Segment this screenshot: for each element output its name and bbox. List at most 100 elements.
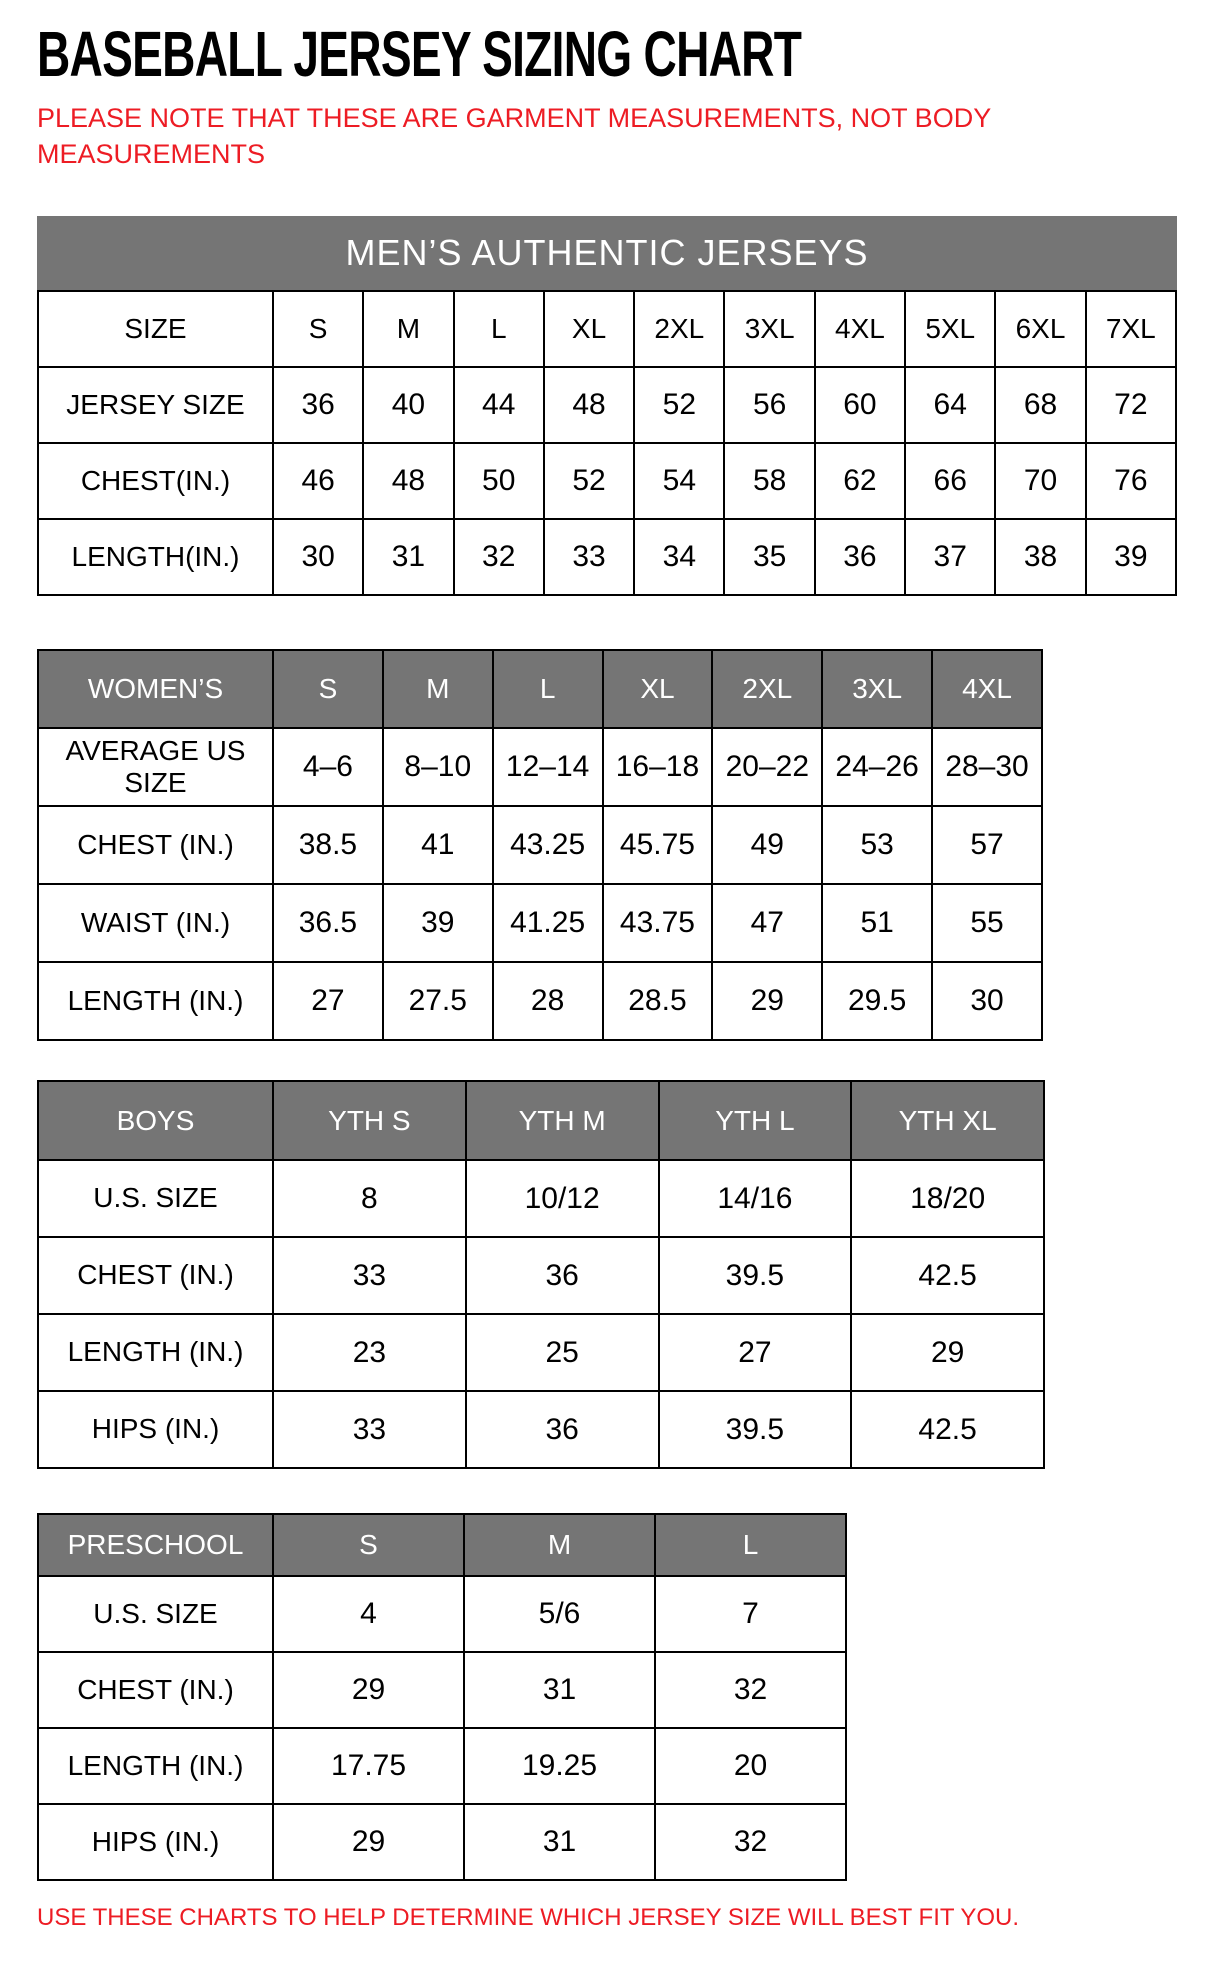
boys-value-cell: 10/12 xyxy=(464,1159,660,1238)
boys-table-section: BOYS YTH S YTH M YTH L YTH XL U.S. SIZE 8 10/12… xyxy=(37,1080,1045,1469)
preschool-row-label-cell: U.S. SIZE xyxy=(37,1575,274,1653)
boys-header-row: BOYS YTH S YTH M YTH L YTH XL xyxy=(37,1080,1045,1161)
mens-value-cell: 44 xyxy=(452,366,545,444)
womens-data-row: CHEST (IN.) 38.5 41 43.25 45.75 49 53 57 xyxy=(37,805,1043,885)
mens-value-cell: 39 xyxy=(1084,518,1178,596)
preschool-value-cell: 29 xyxy=(272,1651,465,1729)
womens-row-label-cell: AVERAGE US SIZE xyxy=(37,727,274,807)
preschool-data-row: CHEST (IN.) 29 31 32 xyxy=(37,1651,847,1729)
womens-value-cell: 45.75 xyxy=(601,805,714,885)
mens-column-header-cell: M xyxy=(362,290,455,368)
garment-measurements-note: PLEASE NOTE THAT THESE ARE GARMENT MEASU… xyxy=(37,103,991,169)
preschool-value-cell: 29 xyxy=(272,1803,465,1881)
mens-column-header-cell: S xyxy=(271,290,365,368)
mens-column-header-cell: 7XL xyxy=(1084,290,1178,368)
boys-value-cell: 27 xyxy=(657,1313,853,1392)
mens-value-cell: 50 xyxy=(452,442,545,520)
womens-data-row: WAIST (IN.) 36.5 39 41.25 43.75 47 51 55 xyxy=(37,883,1043,963)
boys-row-label-cell: HIPS (IN.) xyxy=(37,1390,274,1469)
womens-column-header-cell: 4XL xyxy=(931,649,1043,729)
womens-value-cell: 51 xyxy=(821,883,934,963)
mens-value-cell: 62 xyxy=(813,442,907,520)
mens-value-cell: 30 xyxy=(271,518,365,596)
boys-value-cell: 23 xyxy=(272,1313,467,1392)
boys-data-row: CHEST (IN.) 33 36 39.5 42.5 xyxy=(37,1236,1045,1315)
womens-data-row: LENGTH (IN.) 27 27.5 28 28.5 29 29.5 30 xyxy=(37,961,1043,1041)
womens-value-cell: 47 xyxy=(711,883,824,963)
boys-value-cell: 8 xyxy=(272,1159,467,1238)
page-title: BASEBALL JERSEY SIZING CHART xyxy=(37,22,1220,88)
mens-column-header-cell: 3XL xyxy=(723,290,816,368)
mens-data-row: CHEST(IN.) 46 48 50 52 54 58 62 66 70 76 xyxy=(37,442,1178,520)
preschool-value-cell: 7 xyxy=(654,1575,847,1653)
mens-value-cell: 66 xyxy=(904,442,997,520)
womens-column-header-cell: 2XL xyxy=(711,649,824,729)
womens-value-cell: 43.25 xyxy=(491,805,604,885)
mens-value-cell: 32 xyxy=(452,518,545,596)
womens-value-cell: 16–18 xyxy=(601,727,714,807)
mens-value-cell: 31 xyxy=(362,518,455,596)
womens-value-cell: 49 xyxy=(711,805,824,885)
boys-value-cell: 18/20 xyxy=(850,1159,1045,1238)
mens-banner: MEN’S AUTHENTIC JERSEYS xyxy=(37,216,1177,290)
mens-value-cell: 54 xyxy=(633,442,726,520)
preschool-row-label-cell: LENGTH (IN.) xyxy=(37,1727,274,1805)
womens-size-table: WOMEN’S S M L XL 2XL 3XL 4XL AVERAGE US SIZE 4–6 8… xyxy=(37,649,1043,1041)
preschool-data-row: HIPS (IN.) 29 31 32 xyxy=(37,1803,847,1881)
mens-column-header-cell: XL xyxy=(542,290,636,368)
womens-table-section: WOMEN’S S M L XL 2XL 3XL 4XL AVERAGE US SIZE 4–6 8… xyxy=(37,649,1043,1041)
mens-value-cell: 58 xyxy=(723,442,816,520)
mens-value-cell: 37 xyxy=(904,518,997,596)
preschool-row-label-cell: CHEST (IN.) xyxy=(37,1651,274,1729)
womens-column-header-cell: L xyxy=(491,649,604,729)
mens-row-label-cell: CHEST(IN.) xyxy=(37,442,274,520)
womens-value-cell: 4–6 xyxy=(272,727,384,807)
womens-value-cell: 41 xyxy=(381,805,494,885)
womens-value-cell: 28.5 xyxy=(601,961,714,1041)
mens-column-header-cell: 4XL xyxy=(813,290,907,368)
womens-value-cell: 28–30 xyxy=(931,727,1043,807)
boys-value-cell: 42.5 xyxy=(850,1236,1045,1315)
boys-size-table: BOYS YTH S YTH M YTH L YTH XL U.S. SIZE 8 10/12… xyxy=(37,1080,1045,1469)
womens-value-cell: 36.5 xyxy=(272,883,384,963)
boys-value-cell: 29 xyxy=(850,1313,1045,1392)
mens-value-cell: 56 xyxy=(723,366,816,444)
womens-value-cell: 24–26 xyxy=(821,727,934,807)
boys-value-cell: 33 xyxy=(272,1236,467,1315)
boys-data-row: U.S. SIZE 8 10/12 14/16 18/20 xyxy=(37,1159,1045,1238)
womens-column-header-cell: M xyxy=(381,649,494,729)
boys-header-label-cell: BOYS xyxy=(37,1080,274,1161)
womens-header-row: WOMEN’S S M L XL 2XL 3XL 4XL xyxy=(37,649,1043,729)
size-tables-root: MEN’S AUTHENTIC JERSEYS SIZE S M L XL 2XL 3XL 4X… xyxy=(37,216,1220,1881)
preschool-value-cell: 32 xyxy=(654,1803,847,1881)
mens-value-cell: 46 xyxy=(271,442,365,520)
preschool-value-cell: 31 xyxy=(463,1651,656,1729)
boys-column-header-cell: YTH L xyxy=(657,1080,853,1161)
boys-value-cell: 36 xyxy=(464,1390,660,1469)
mens-header-label-cell: SIZE xyxy=(37,290,274,368)
mens-value-cell: 64 xyxy=(904,366,997,444)
boys-value-cell: 33 xyxy=(272,1390,467,1469)
mens-value-cell: 60 xyxy=(813,366,907,444)
womens-value-cell: 27 xyxy=(272,961,384,1041)
mens-value-cell: 40 xyxy=(362,366,455,444)
womens-value-cell: 20–22 xyxy=(711,727,824,807)
preschool-column-header-cell: M xyxy=(463,1513,656,1577)
mens-value-cell: 35 xyxy=(723,518,816,596)
womens-data-row: AVERAGE US SIZE 4–6 8–10 12–14 16–18 20–22 24–… xyxy=(37,727,1043,807)
preschool-header-row: PRESCHOOL S M L xyxy=(37,1513,847,1577)
mens-value-cell: 48 xyxy=(362,442,455,520)
mens-value-cell: 33 xyxy=(542,518,636,596)
preschool-value-cell: 31 xyxy=(463,1803,656,1881)
boys-value-cell: 39.5 xyxy=(657,1390,853,1469)
womens-column-header-cell: S xyxy=(272,649,384,729)
mens-value-cell: 72 xyxy=(1084,366,1178,444)
mens-column-header-cell: 2XL xyxy=(633,290,726,368)
mens-value-cell: 36 xyxy=(813,518,907,596)
womens-value-cell: 43.75 xyxy=(601,883,714,963)
preschool-data-row: U.S. SIZE 4 5/6 7 xyxy=(37,1575,847,1653)
sizing-chart-page: BASEBALL JERSEY SIZING CHART PLEASE NOTE… xyxy=(37,22,1220,1931)
womens-value-cell: 28 xyxy=(491,961,604,1041)
preschool-value-cell: 32 xyxy=(654,1651,847,1729)
boys-row-label-cell: LENGTH (IN.) xyxy=(37,1313,274,1392)
